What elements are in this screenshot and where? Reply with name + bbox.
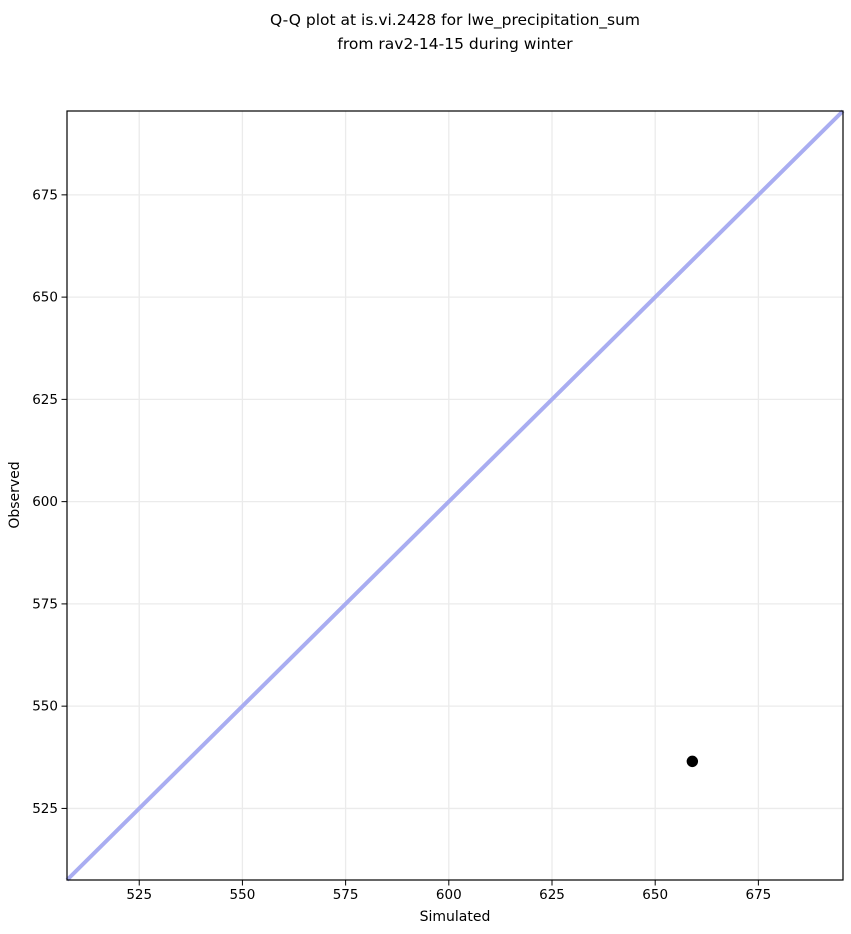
identity-line (65, 109, 845, 882)
grid-layer (67, 111, 843, 880)
axes-layer: 525 550 575 600 625 650 675 525 550 575 600 625 650 6… (32, 110, 844, 903)
y-tick-label: 550 (32, 699, 58, 715)
series-layer (65, 109, 845, 882)
chart-title-line-1: Q-Q plot at is.vi.2428 for lwe_precipita… (269, 11, 641, 29)
x-axis-label: Simulated (420, 909, 491, 925)
x-tick-label: 575 (333, 887, 359, 903)
y-axis-label: Observed (7, 461, 23, 528)
y-tick-label: 625 (32, 392, 58, 408)
x-tick-label: 675 (745, 887, 771, 903)
x-tick-label: 550 (230, 887, 256, 903)
x-tick-label: 600 (436, 887, 462, 903)
y-tick-label: 525 (32, 801, 58, 817)
y-tick-label: 575 (32, 596, 58, 612)
y-tick-label: 600 (32, 494, 58, 510)
x-tick-label: 525 (126, 887, 152, 903)
chart-title: Q-Q plot at is.vi.2428 for lwe_precipita… (67, 8, 843, 56)
chart-title-line-2: from rav2-14-15 during winter (337, 35, 573, 53)
x-tick-label: 625 (539, 887, 565, 903)
quantile-points-marker (686, 755, 699, 768)
y-tick-label: 675 (32, 187, 58, 203)
x-tick-label: 650 (642, 887, 668, 903)
axes-spines (66, 110, 844, 881)
y-tick-label: 650 (32, 290, 58, 306)
